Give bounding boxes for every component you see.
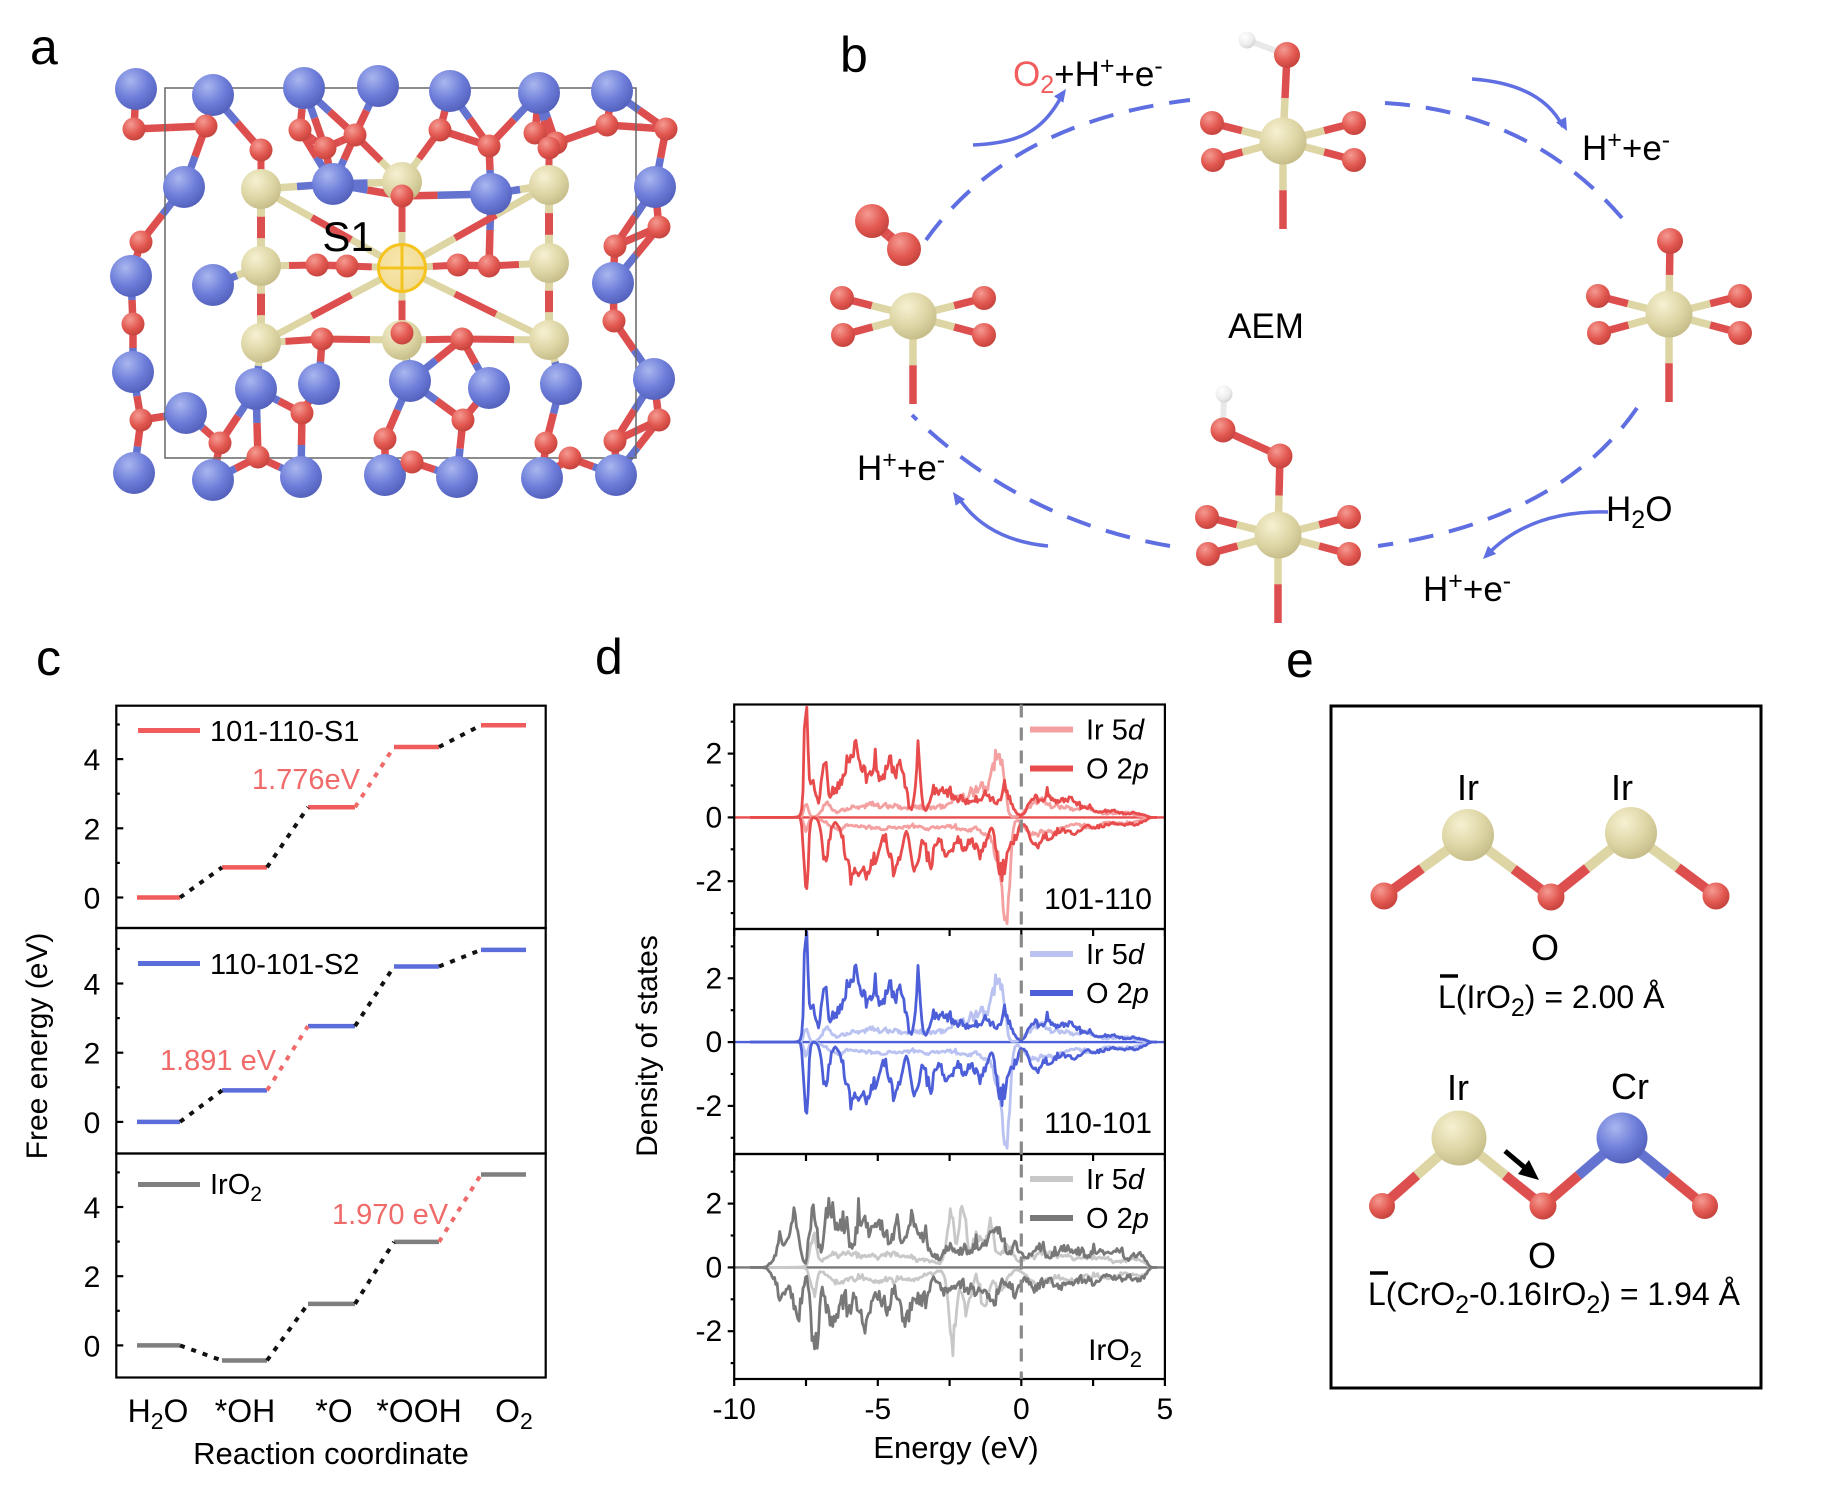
svg-text:0: 0 [84, 1330, 101, 1363]
svg-text:Cr: Cr [1611, 1066, 1649, 1107]
svg-text:110-101-S2: 110-101-S2 [210, 949, 359, 981]
svg-text:5: 5 [1157, 1393, 1174, 1426]
svg-text:4: 4 [84, 969, 101, 1002]
svg-text:Ir: Ir [1447, 1067, 1469, 1108]
svg-text:*OOH: *OOH [376, 1393, 461, 1429]
svg-text:2: 2 [84, 813, 101, 846]
svg-text:-2: -2 [696, 865, 723, 898]
svg-text:Density of states: Density of states [631, 935, 664, 1157]
svg-text:H++e-: H++e- [1582, 126, 1670, 168]
svg-text:*OH: *OH [215, 1393, 275, 1429]
svg-text:O 2p: O 2p [1086, 978, 1149, 1010]
svg-text:2: 2 [84, 1261, 101, 1294]
svg-text:101-110: 101-110 [1044, 883, 1152, 916]
svg-text:-10: -10 [713, 1393, 756, 1426]
svg-text:b: b [840, 27, 868, 83]
svg-text:0: 0 [84, 1107, 101, 1140]
svg-text:a: a [30, 19, 58, 75]
svg-text:101-110-S1: 101-110-S1 [210, 716, 359, 748]
svg-text:O2+H++e-: O2+H++e- [1013, 52, 1163, 99]
svg-text:4: 4 [84, 1192, 101, 1225]
svg-text:2: 2 [706, 962, 723, 995]
svg-text:Ir 5d: Ir 5d [1086, 939, 1145, 971]
svg-text:e: e [1286, 632, 1314, 688]
svg-text:d: d [595, 629, 623, 685]
svg-text:AEM: AEM [1228, 307, 1304, 346]
svg-text:0: 0 [706, 1251, 723, 1284]
svg-text:2: 2 [706, 738, 723, 771]
svg-text:0: 0 [84, 883, 101, 916]
svg-text:Ir 5d: Ir 5d [1086, 715, 1145, 747]
svg-text:Ir 5d: Ir 5d [1086, 1164, 1145, 1196]
svg-text:c: c [36, 630, 61, 686]
svg-text:-2: -2 [696, 1315, 723, 1348]
svg-text:O: O [1531, 927, 1559, 968]
svg-text:Free energy (eV): Free energy (eV) [21, 933, 54, 1160]
svg-text:O 2p: O 2p [1086, 1203, 1149, 1235]
svg-text:-2: -2 [696, 1090, 723, 1123]
svg-text:0: 0 [706, 801, 723, 834]
svg-text:*O: *O [315, 1393, 352, 1429]
svg-text:0: 0 [706, 1026, 723, 1059]
svg-text:O 2p: O 2p [1086, 754, 1149, 786]
svg-text:O: O [1528, 1235, 1556, 1276]
svg-text:1.891 eV: 1.891 eV [160, 1045, 277, 1077]
svg-text:0: 0 [1013, 1393, 1030, 1426]
svg-text:Ir: Ir [1457, 767, 1479, 808]
svg-text:2: 2 [84, 1038, 101, 1071]
svg-text:Energy (eV): Energy (eV) [873, 1430, 1038, 1465]
svg-text:1.776eV: 1.776eV [252, 764, 361, 796]
svg-text:Reaction coordinate: Reaction coordinate [193, 1436, 469, 1471]
svg-text:S1: S1 [322, 213, 373, 260]
svg-text:-5: -5 [864, 1393, 891, 1426]
svg-text:Ir: Ir [1611, 767, 1633, 808]
svg-text:4: 4 [84, 744, 101, 777]
svg-text:H++e-: H++e- [857, 446, 945, 488]
svg-text:2: 2 [706, 1188, 723, 1221]
svg-text:H++e-: H++e- [1423, 567, 1511, 609]
svg-text:110-101: 110-101 [1044, 1107, 1152, 1140]
svg-text:1.970 eV: 1.970 eV [332, 1199, 449, 1231]
